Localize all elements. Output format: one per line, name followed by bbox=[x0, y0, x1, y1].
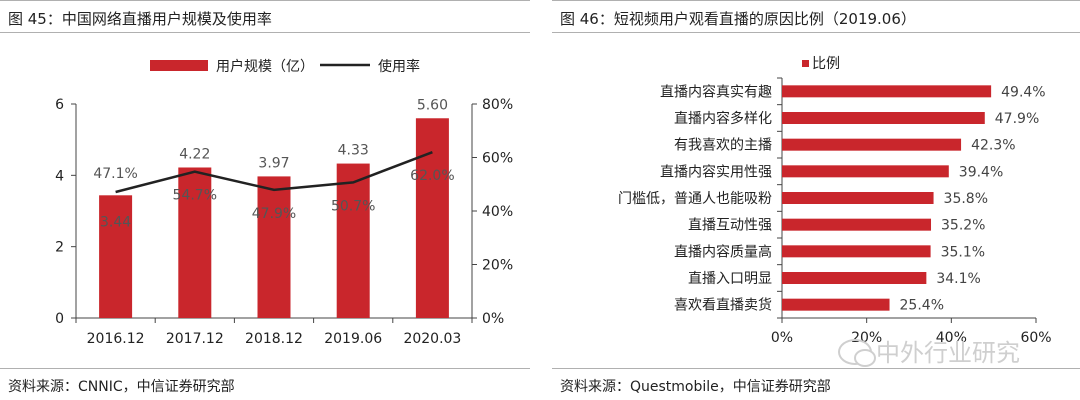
right-y-tick-label: 40% bbox=[482, 204, 513, 220]
right-chart-svg: 比例0% 20% 40% 60%直播内容真实有趣 49.4%直播内容多样化 47.9%有我… bbox=[618, 56, 1052, 346]
top-rule bbox=[0, 0, 530, 1]
legend-swatch-bars bbox=[150, 60, 208, 71]
bar bbox=[336, 163, 370, 318]
source-note: 资料来源：CNNIC，中信证券研究部 bbox=[8, 379, 235, 395]
legend-label: 比例 bbox=[812, 56, 840, 72]
left-y-tick-label: 6 bbox=[55, 97, 64, 113]
bar bbox=[782, 218, 932, 231]
bar-value-label: 25.4% bbox=[900, 298, 944, 314]
left-chart-panel: 图 45：中国网络直播用户规模及使用率 用户规模（亿） 使用率 0 2 4 6 0% 20% 4… bbox=[0, 0, 530, 400]
category-label: 有我喜欢的主播 bbox=[674, 138, 772, 154]
legend-label-bars: 用户规模（亿） bbox=[216, 58, 314, 75]
bar bbox=[782, 298, 890, 311]
x-tick-label: 2017.12 bbox=[166, 331, 224, 347]
bar-value-label: 39.4% bbox=[959, 164, 1003, 180]
top-rule bbox=[552, 0, 1080, 1]
usage-rate-line bbox=[115, 150, 433, 194]
bar bbox=[257, 176, 291, 318]
category-label: 喜欢看直播卖货 bbox=[674, 297, 772, 314]
x-tick-label: 40% bbox=[936, 330, 967, 346]
category-label: 直播内容多样化 bbox=[674, 110, 772, 127]
category-label: 直播内容真实有趣 bbox=[660, 83, 772, 100]
watermark: 中外行业研究 bbox=[838, 333, 1020, 368]
category-label: 直播入口明显 bbox=[688, 270, 772, 287]
x-tick-label: 2019.06 bbox=[324, 331, 382, 347]
line-value-label: 54.7% bbox=[173, 188, 217, 204]
bar-value-label: 34.1% bbox=[936, 271, 980, 287]
category-label: 直播内容实用性强 bbox=[660, 163, 772, 180]
chart-title: 图 45：中国网络直播用户规模及使用率 bbox=[8, 10, 272, 28]
right-y-tick-label: 80% bbox=[482, 97, 513, 113]
x-tick-label: 2020.03 bbox=[403, 331, 461, 347]
wechat-icon bbox=[838, 339, 876, 367]
source-note: 资料来源：Questmobile，中信证券研究部 bbox=[560, 379, 831, 395]
bar-value-label: 3.44 bbox=[100, 214, 131, 230]
bar bbox=[782, 138, 962, 151]
watermark-text: 中外行业研究 bbox=[876, 339, 1020, 367]
bar-value-label: 47.9% bbox=[995, 111, 1039, 127]
bar-value-label: 49.4% bbox=[1001, 84, 1045, 100]
left-y-tick-label: 0 bbox=[55, 311, 64, 327]
title-rule bbox=[552, 32, 1080, 33]
line-value-label: 47.1% bbox=[93, 166, 137, 182]
category-label: 门槛低，普通人也能吸粉 bbox=[618, 191, 772, 207]
right-y-tick-label: 20% bbox=[482, 258, 513, 274]
bar-value-label: 35.8% bbox=[944, 191, 988, 207]
bar bbox=[782, 245, 931, 258]
bar-value-label: 35.1% bbox=[941, 244, 985, 260]
bar-value-label: 4.33 bbox=[338, 143, 369, 159]
legend-label-line: 使用率 bbox=[378, 58, 420, 75]
right-chart-panel: 图 46：短视频用户观看直播的原因比例（2019.06） 比例 0% 20% 40% 6… bbox=[552, 0, 1080, 400]
title-rule bbox=[0, 32, 530, 33]
bar-value-label: 42.3% bbox=[971, 138, 1015, 154]
bar bbox=[99, 195, 133, 318]
bar bbox=[782, 85, 992, 98]
line-value-label: 47.9% bbox=[252, 206, 296, 222]
line-value-label: 62.0% bbox=[410, 168, 454, 184]
chart-title: 图 46：短视频用户观看直播的原因比例（2019.06） bbox=[560, 10, 916, 28]
bar bbox=[782, 272, 927, 284]
legend-swatch bbox=[802, 60, 809, 67]
bar bbox=[178, 167, 212, 318]
right-y-tick-label: 60% bbox=[482, 151, 513, 167]
bar-value-label: 35.2% bbox=[941, 218, 985, 234]
x-tick-label: 0% bbox=[771, 330, 793, 346]
category-label: 直播内容质量高 bbox=[674, 243, 772, 260]
bar bbox=[415, 118, 449, 319]
x-tick-label: 2016.12 bbox=[87, 331, 145, 347]
right-y-tick-label: 0% bbox=[482, 311, 504, 327]
category-label: 直播互动性强 bbox=[688, 217, 772, 234]
bar-value-label: 3.97 bbox=[258, 155, 289, 171]
line-value-label: 50.7% bbox=[331, 198, 375, 214]
left-y-tick-label: 4 bbox=[55, 168, 64, 184]
bar-value-label: 4.22 bbox=[179, 146, 210, 162]
source-rule bbox=[552, 368, 1080, 369]
bar bbox=[782, 192, 934, 204]
x-tick-label: 2018.12 bbox=[245, 331, 303, 347]
bar bbox=[782, 165, 949, 178]
bar-value-label: 5.60 bbox=[417, 97, 448, 113]
left-y-tick-label: 2 bbox=[55, 240, 64, 256]
bar bbox=[782, 112, 985, 124]
source-rule bbox=[0, 368, 530, 369]
x-tick-label: 60% bbox=[1020, 330, 1051, 346]
